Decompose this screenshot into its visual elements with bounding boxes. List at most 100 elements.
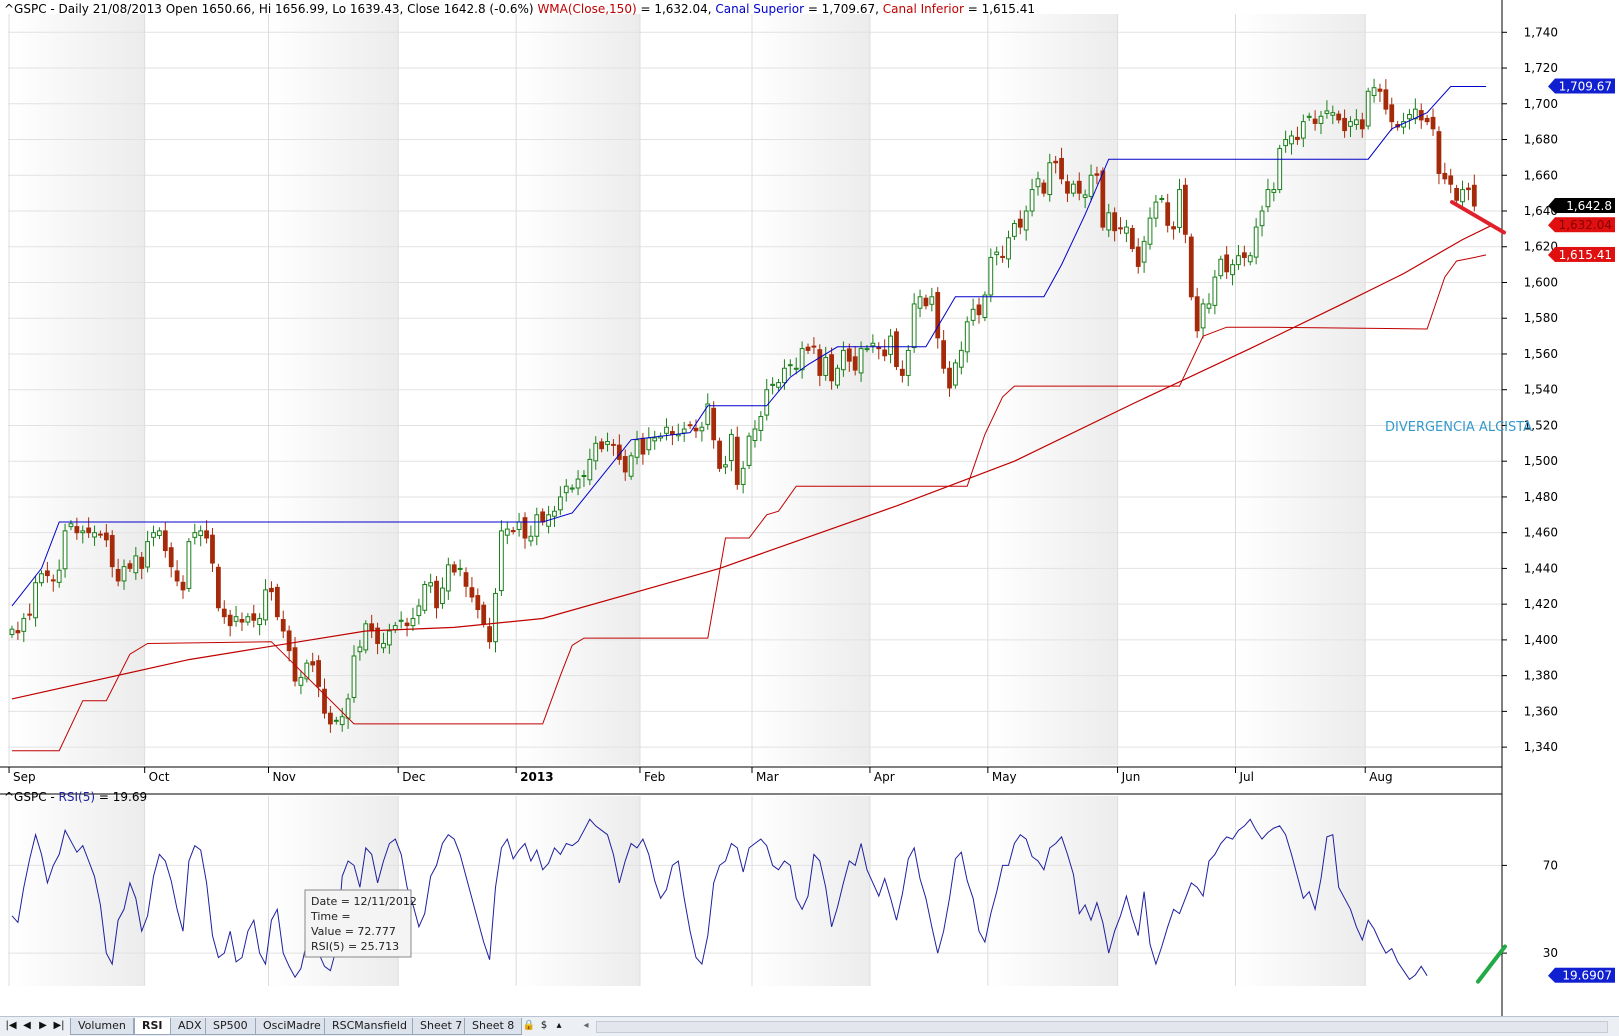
candle-up	[787, 364, 793, 367]
candle-up	[333, 719, 339, 722]
y-tick-label: 1,340	[1524, 740, 1558, 754]
last-price-value-box	[1555, 198, 1615, 214]
y-tick-label: 1,460	[1524, 526, 1558, 540]
candle-up	[298, 676, 304, 686]
tab-oscimadre[interactable]: OsciMadre	[255, 1018, 329, 1035]
candle-down	[1471, 184, 1477, 207]
candle-down	[404, 622, 410, 627]
candle-down	[817, 349, 823, 376]
candle-down	[670, 431, 675, 435]
y-tick-label: 1,380	[1524, 669, 1558, 683]
up-arrow-icon[interactable]: ▴	[556, 1020, 562, 1031]
candle-up	[1365, 90, 1371, 127]
tooltip-line: RSI(5) = 25.713	[311, 940, 399, 953]
candle-down	[1059, 157, 1064, 180]
candle-up	[1047, 162, 1053, 196]
candle-up	[1353, 119, 1359, 126]
candle-up	[1407, 114, 1412, 120]
tab-volumen[interactable]: Volumen	[70, 1018, 134, 1035]
candle-up	[888, 335, 893, 355]
candle-up	[793, 367, 799, 370]
wma-value-label: 1,632.04	[1559, 218, 1612, 232]
chart-header-part: ^GSPC - Daily 21/08/2013 Open 1650.66, H…	[4, 2, 537, 16]
candle-up	[1147, 217, 1153, 245]
candle-down	[127, 563, 133, 569]
candle-down	[227, 614, 233, 627]
next-sheet-button[interactable]: ▶	[39, 1020, 47, 1031]
candle-up	[764, 389, 770, 416]
scroll-left-icon[interactable]: ◂	[583, 1020, 589, 1031]
candle-up	[1318, 115, 1324, 124]
candle-up	[870, 342, 876, 347]
candle-up	[493, 592, 498, 643]
candle-down	[375, 627, 380, 644]
candle-down	[1094, 173, 1100, 176]
candle-up	[145, 541, 151, 568]
last-sheet-button[interactable]: ▶|	[53, 1020, 65, 1031]
candle-up	[410, 617, 416, 627]
candle-up	[92, 532, 97, 538]
lock-icon[interactable]: 🔒	[522, 1020, 536, 1031]
tab-sheet-7[interactable]: Sheet 7	[412, 1018, 471, 1035]
tab-adx[interactable]: ADX	[170, 1018, 210, 1035]
x-tick-label: Sep	[13, 770, 36, 784]
tab-sp500[interactable]: SP500	[205, 1018, 256, 1035]
candle-up	[1070, 183, 1076, 194]
candle-down	[86, 527, 92, 534]
candle-down	[1224, 254, 1230, 273]
candle-up	[457, 567, 463, 570]
candle-up	[516, 521, 522, 530]
candle-down	[481, 604, 487, 625]
candle-down	[451, 564, 457, 573]
candle-up	[33, 582, 38, 619]
candle-up	[1300, 121, 1306, 139]
candle-up	[746, 435, 752, 466]
candle-up	[1259, 210, 1265, 227]
candle-down	[599, 441, 605, 450]
candle-down	[74, 526, 80, 534]
rsi-value-pointer	[1548, 967, 1555, 983]
candle-down	[434, 580, 439, 609]
candle-down	[805, 346, 811, 351]
candle-down	[328, 712, 333, 725]
candle-down	[1295, 136, 1300, 141]
candle-down	[210, 534, 215, 564]
lower-channel-line	[12, 254, 1487, 752]
candle-down	[1135, 246, 1141, 267]
candle-up	[1277, 147, 1283, 191]
candle-up	[646, 437, 652, 451]
horizontal-scrollbar[interactable]	[596, 1021, 1608, 1033]
last-price-value-pointer	[1548, 198, 1555, 214]
candle-up	[835, 367, 840, 386]
chart-header-part: Canal Superior	[715, 2, 804, 16]
candle-up	[581, 474, 587, 477]
chart-header-part: Canal Inferior	[883, 2, 964, 16]
tab-rscmansfield[interactable]: RSCMansfield	[324, 1018, 415, 1035]
candle-up	[233, 616, 239, 622]
tab-rsi[interactable]: RSI	[134, 1018, 171, 1035]
candle-down	[876, 347, 882, 350]
first-sheet-button[interactable]: |◀	[5, 1020, 17, 1031]
x-tick-label: Apr	[874, 770, 895, 784]
rsi-header-name: RSI(5)	[59, 790, 96, 804]
tab-sheet-8[interactable]: Sheet 8	[464, 1018, 523, 1035]
candle-down	[1241, 252, 1247, 258]
rsi-header-value: = 19.69	[95, 790, 147, 804]
candle-down	[15, 630, 21, 634]
candle-down	[316, 660, 322, 687]
candle-up	[422, 584, 428, 611]
candle-up	[351, 655, 357, 698]
candle-down	[510, 530, 516, 533]
candle-down	[1017, 218, 1023, 228]
dollar-icon[interactable]: $	[540, 1020, 548, 1031]
candle-up	[1283, 139, 1289, 147]
candle-down	[1118, 227, 1123, 230]
chart-header: ^GSPC - Daily 21/08/2013 Open 1650.66, H…	[4, 2, 1035, 16]
candle-up	[121, 566, 127, 582]
candle-down	[976, 304, 982, 316]
candle-up	[534, 514, 540, 537]
candle-up	[1460, 189, 1465, 203]
prev-sheet-button[interactable]: ◀	[23, 1020, 31, 1031]
candle-down	[286, 630, 292, 652]
